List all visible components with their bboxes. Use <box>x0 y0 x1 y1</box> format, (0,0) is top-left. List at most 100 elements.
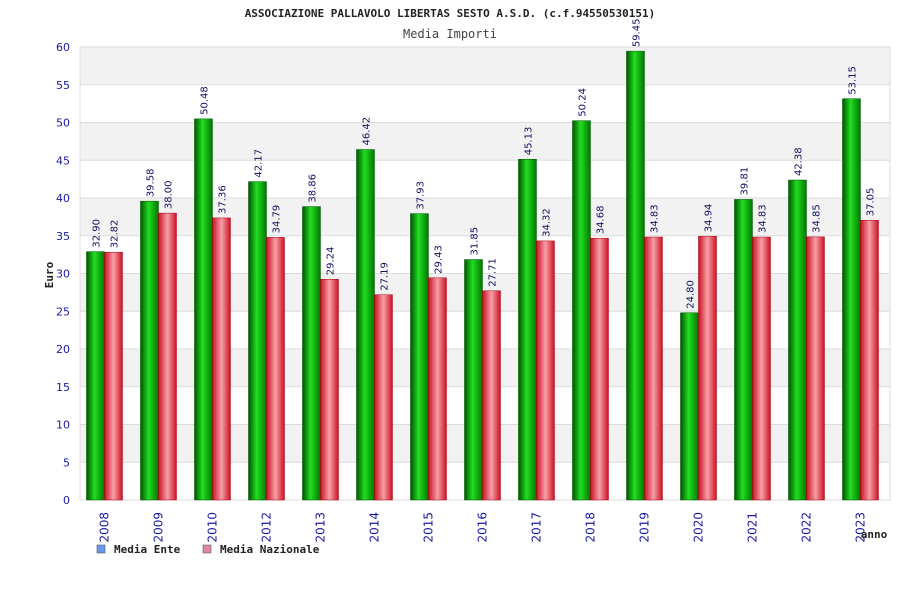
x-tick-label: 2012 <box>259 512 273 543</box>
plot-band <box>80 122 890 161</box>
data-label: 24.80 <box>685 280 696 309</box>
data-label: 50.48 <box>199 86 210 115</box>
y-tick-label: 25 <box>56 305 70 318</box>
y-tick-label: 45 <box>56 154 70 167</box>
x-tick-label: 2020 <box>691 512 705 543</box>
plot-band <box>80 47 890 85</box>
bar-media-ente <box>356 149 375 501</box>
data-label: 39.81 <box>739 167 750 196</box>
bar-media-ente <box>410 213 429 501</box>
x-tick-label: 2014 <box>367 512 381 543</box>
legend: Media Ente Media Nazionale <box>96 543 320 556</box>
bar-media-ente <box>140 200 159 501</box>
bar-media-ente <box>194 118 213 501</box>
y-tick-label: 20 <box>56 343 70 356</box>
bar-media-nazionale <box>428 277 447 501</box>
data-label: 31.85 <box>469 227 480 256</box>
bar-media-ente <box>464 259 483 501</box>
legend-label: Media Ente <box>114 543 181 556</box>
data-label: 59.45 <box>631 19 642 48</box>
legend-label: Media Nazionale <box>220 543 320 556</box>
data-label: 37.05 <box>865 188 876 217</box>
data-labels: 32.90 32.82 39.58 38.00 50.48 37.36 42.17 34.79… <box>91 19 876 309</box>
bar-media-nazionale <box>266 237 285 501</box>
bar-media-nazionale <box>752 236 771 501</box>
x-tick-label: 2019 <box>637 512 651 543</box>
y-tick-label: 30 <box>56 268 70 281</box>
y-tick-label: 10 <box>56 419 70 432</box>
data-label: 34.94 <box>703 204 714 233</box>
data-label: 50.24 <box>577 88 588 117</box>
bar-media-ente <box>842 98 861 501</box>
y-tick-label: 0 <box>63 494 70 507</box>
y-tick-label: 55 <box>56 79 70 92</box>
bar-media-nazionale <box>104 251 123 501</box>
y-tick-label: 40 <box>56 192 70 205</box>
data-label: 29.43 <box>433 245 444 274</box>
x-tick-label: 2010 <box>205 512 219 543</box>
y-axis-label: Euro <box>43 261 56 288</box>
data-label: 53.15 <box>847 66 858 95</box>
bar-media-ente <box>302 206 321 501</box>
data-label: 34.85 <box>811 204 822 233</box>
x-tick-label: 2016 <box>475 512 489 543</box>
bar-media-nazionale <box>644 236 663 501</box>
x-tick-label: 2021 <box>745 512 759 543</box>
x-tick-label: 2023 <box>853 512 867 543</box>
bar-media-nazionale <box>698 235 717 501</box>
data-label: 32.90 <box>91 219 102 248</box>
bar-media-nazionale <box>320 278 339 501</box>
data-label: 42.38 <box>793 147 804 176</box>
x-tick-label: 2018 <box>583 512 597 543</box>
data-label: 34.68 <box>595 206 606 235</box>
legend-swatch <box>96 544 106 554</box>
x-tick-label: 2009 <box>151 512 165 543</box>
x-tick-label: 2008 <box>97 512 111 543</box>
data-label: 34.83 <box>757 204 768 233</box>
data-label: 45.13 <box>523 127 534 156</box>
data-label: 34.32 <box>541 208 552 237</box>
bar-media-ente <box>86 251 105 501</box>
data-label: 39.58 <box>145 169 156 198</box>
bar-media-nazionale <box>590 237 609 501</box>
bar-media-nazionale <box>158 212 177 501</box>
bar-media-ente <box>788 179 807 501</box>
bar-media-ente <box>734 199 753 501</box>
x-axis-ticks: 2008 2009 2010 2012 2013 2014 2015 2016 2017 2018… <box>97 512 867 543</box>
x-axis-label: anno <box>861 528 888 541</box>
data-label: 34.83 <box>649 204 660 233</box>
bar-media-ente <box>626 50 645 501</box>
y-tick-label: 35 <box>56 230 70 243</box>
bar-media-ente <box>248 181 267 501</box>
y-axis-ticks: 0 5 10 15 20 25 30 35 40 45 50 55 60 <box>56 41 70 507</box>
bar-media-nazionale <box>536 240 555 501</box>
data-label: 34.79 <box>271 205 282 234</box>
y-tick-label: 50 <box>56 117 70 130</box>
data-label: 27.71 <box>487 258 498 287</box>
bar-media-nazionale <box>212 217 231 501</box>
plot-band <box>80 160 890 198</box>
bars <box>86 50 879 501</box>
data-label: 29.24 <box>325 247 336 276</box>
data-label: 32.82 <box>109 220 120 249</box>
x-tick-label: 2015 <box>421 512 435 543</box>
plot-band <box>80 84 890 123</box>
chart-title: ASSOCIAZIONE PALLAVOLO LIBERTAS SESTO A.… <box>245 7 656 20</box>
bar-media-nazionale <box>806 236 825 501</box>
data-label: 42.17 <box>253 149 264 178</box>
data-label: 38.86 <box>307 174 318 203</box>
bar-media-ente <box>680 312 699 501</box>
data-label: 38.00 <box>163 180 174 209</box>
chart-subtitle: Media Importi <box>403 27 497 41</box>
bar-media-ente <box>572 120 591 501</box>
data-label: 27.19 <box>379 262 390 291</box>
x-tick-label: 2013 <box>313 512 327 543</box>
legend-swatch <box>202 544 212 554</box>
bar-media-nazionale <box>374 294 393 501</box>
data-label: 37.93 <box>415 181 426 210</box>
x-tick-label: 2017 <box>529 512 543 543</box>
y-tick-label: 15 <box>56 381 70 394</box>
y-tick-label: 60 <box>56 41 70 54</box>
data-label: 46.42 <box>361 117 372 146</box>
